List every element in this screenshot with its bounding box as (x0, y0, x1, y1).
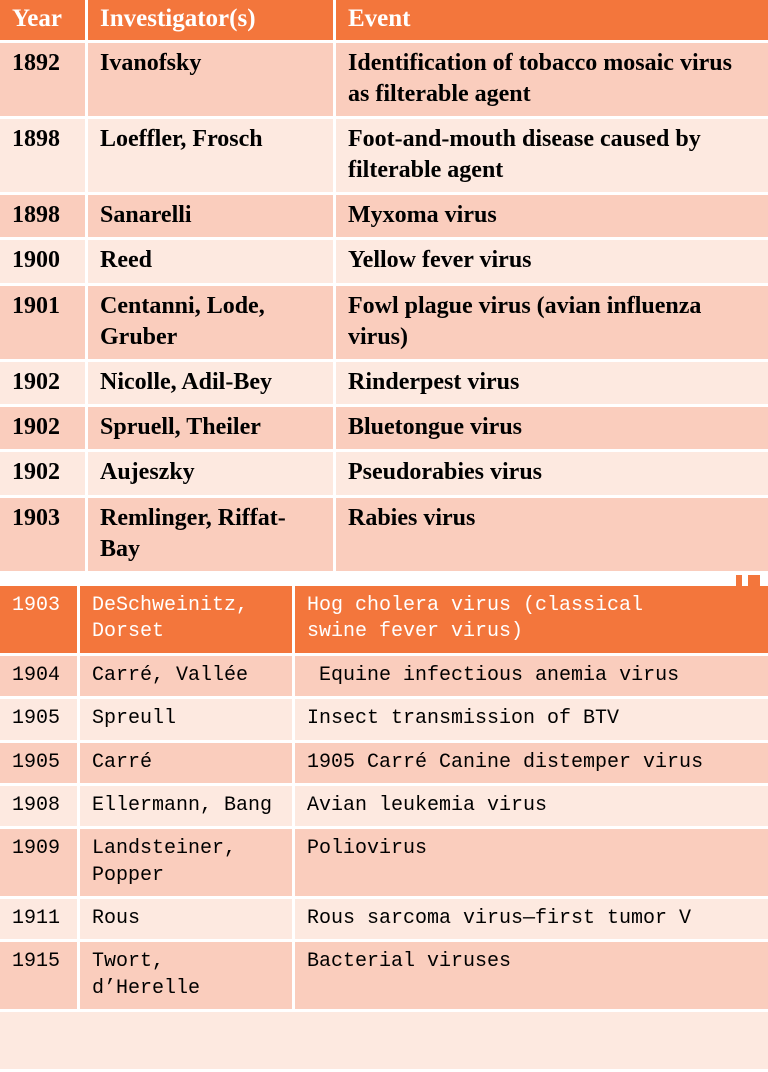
table-row: 1905 Carré 1905 Carré Canine distemper vir… (0, 742, 768, 786)
investigators-cell: Rous (80, 899, 295, 940)
table-body-upper: 1892 Ivanofsky Identification of tobacco m… (0, 42, 768, 574)
column-header-year: Year (0, 0, 88, 40)
event-cell: 1905 Carré Canine distemper virus (307, 750, 704, 774)
virology-timeline-table-upper: Year Investigator(s) Event 1892 Ivanofsky… (0, 0, 768, 574)
investigators-cell: Landsteiner, Popper (80, 829, 295, 897)
investigators-cell: Carré, Vallée (80, 655, 295, 697)
event-cell: Equine infectious anemia virus (307, 663, 680, 687)
highlighted-row-1903: 1903 DeSchweinitz, Dorset Hog cholera vi… (0, 585, 768, 656)
table-row: 1898 Sanarelli Myxoma virus (0, 195, 768, 241)
column-header-investigators: Investigator(s) (88, 0, 336, 40)
investigators-cell: Spruell, Theiler (88, 407, 336, 450)
table-row: 1892 Ivanofsky Identification of tobacco m… (0, 42, 768, 119)
investigators-cell: Aujeszky (88, 452, 336, 495)
year-cell: 1903 (0, 497, 88, 571)
event-cell: Bacterial viruses (307, 950, 512, 974)
event-cell: Pseudorabies virus (348, 459, 543, 486)
year-cell: 1905 (0, 699, 80, 740)
year-cell: 1898 (0, 118, 88, 193)
year-cell: 1902 (0, 362, 88, 405)
year-cell: 1902 (0, 407, 88, 450)
year-cell: 1911 (0, 899, 80, 940)
slide-artifact-tick (736, 574, 742, 586)
table-row: 1904 Carré, Vallée Equine infectious anem… (0, 655, 768, 700)
year-cell: 1903 (0, 585, 80, 653)
year-cell: 1915 (0, 942, 80, 1010)
table-row: 1908 Ellermann, Bang Avian leukemia virus (0, 785, 768, 830)
year-cell: 1905 (0, 742, 80, 783)
event-cell: Myxoma virus (348, 202, 497, 229)
investigators-cell: Spreull (80, 699, 295, 740)
event-cell: Bluetongue virus (348, 414, 523, 441)
table-row: 1903 Remlinger, Riffat-Bay Rabies virus (0, 497, 768, 574)
table-row: 1902 Aujeszky Pseudorabies virus (0, 452, 768, 498)
investigators-cell: Nicolle, Adil-Bey (88, 362, 336, 405)
event-cell: Foot-and-mouth disease caused by filtera… (348, 125, 701, 184)
year-cell: 1908 (0, 785, 80, 827)
investigators-cell: Ellermann, Bang (80, 785, 295, 827)
investigators-cell: Centanni, Lode, Gruber (88, 285, 336, 359)
investigators-cell: Reed (88, 240, 336, 283)
year-cell: 1901 (0, 285, 88, 359)
table-gap (0, 573, 768, 586)
event-cell: Poliovirus (307, 837, 428, 861)
investigators-cell: Remlinger, Riffat-Bay (88, 497, 336, 571)
event-cell: Fowl plague virus (avian influenza virus… (348, 292, 702, 350)
table-row: 1915 Twort, d’Herelle Bacterial viruses (0, 942, 768, 1013)
table-row: 1898 Loeffler, Frosch Foot-and-mouth disea… (0, 118, 768, 196)
table-body-lower: 1904 Carré, Vallée Equine infectious anem… (0, 655, 768, 1013)
year-cell: 1900 (0, 240, 88, 283)
table-row: 1900 Reed Yellow fever virus (0, 240, 768, 286)
event-cell: Yellow fever virus (348, 247, 532, 274)
table-row: 1911 Rous Rous sarcoma virus—first tumor V (0, 899, 768, 943)
investigators-cell: Sanarelli (88, 195, 336, 238)
year-cell: 1902 (0, 452, 88, 495)
investigators-cell: Ivanofsky (88, 42, 336, 116)
event-cell: Rinderpest virus (348, 369, 520, 395)
partial-clipped-row (0, 1012, 768, 1072)
table-row: 1902 Spruell, Theiler Bluetongue virus (0, 407, 768, 453)
column-header-event: Event (348, 5, 411, 32)
slide-artifact-tick (748, 574, 760, 586)
year-cell: 1898 (0, 195, 88, 238)
event-cell: Hog cholera virus (classical swine fever… (307, 593, 656, 644)
event-cell: Insect transmission of BTV (307, 707, 620, 731)
virology-timeline-table-lower: 1903 DeSchweinitz, Dorset Hog cholera vi… (0, 585, 768, 1072)
investigators-cell: Carré (80, 742, 295, 783)
investigators-cell: Twort, d’Herelle (80, 942, 295, 1010)
year-cell: 1904 (0, 655, 80, 697)
year-cell: 1909 (0, 829, 80, 897)
investigators-cell: Loeffler, Frosch (88, 118, 336, 193)
table-row: 1905 Spreull Insect transmission of BTV (0, 699, 768, 743)
table-row: 1901 Centanni, Lode, Gruber Fowl plague vi… (0, 285, 768, 362)
event-cell: Identification of tobacco mosaic virus a… (348, 49, 732, 107)
year-cell: 1892 (0, 42, 88, 116)
investigators-cell: DeSchweinitz, Dorset (80, 585, 295, 653)
table-header-row: Year Investigator(s) Event (0, 0, 768, 43)
table-row: 1909 Landsteiner, Popper Poliovirus (0, 829, 768, 900)
event-cell: Avian leukemia virus (307, 793, 548, 817)
event-cell: Rous sarcoma virus—first tumor V (307, 907, 692, 931)
event-cell: Rabies virus (348, 504, 476, 531)
table-row: 1902 Nicolle, Adil-Bey Rinderpest virus (0, 362, 768, 408)
